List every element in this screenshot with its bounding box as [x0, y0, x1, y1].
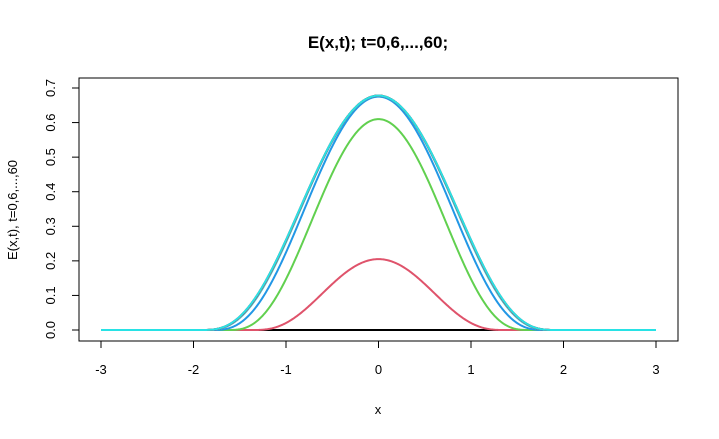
chart-title: E(x,t); t=0,6,...,60;	[308, 33, 448, 52]
x-tick-label: 1	[467, 362, 474, 377]
y-tick-label: 0.1	[43, 286, 58, 304]
x-tick-label: -2	[188, 362, 200, 377]
series-line-5	[101, 94, 656, 331]
series-line-8	[101, 94, 656, 331]
y-axis-label: E(x,t), t=0,6,...,60	[5, 160, 20, 260]
y-tick-label: 0.7	[43, 79, 58, 97]
x-tick-label: 2	[560, 362, 567, 377]
x-axis-label: x	[375, 402, 382, 417]
y-tick-label: 0.4	[43, 183, 58, 201]
y-axis: 0.0 0.1 0.2 0.3 0.4 0.5 0.6 0.7	[43, 79, 80, 339]
y-tick-label: 0.3	[43, 217, 58, 235]
x-axis: -3 -2 -1 0 1 2 3	[95, 340, 660, 377]
series-line-9	[101, 94, 656, 331]
x-tick-label: 3	[652, 362, 659, 377]
series-line-6	[101, 94, 656, 331]
series-line-1	[101, 258, 656, 331]
series-line-4	[101, 94, 656, 331]
x-tick-label: -1	[280, 362, 292, 377]
series-line-3	[101, 95, 656, 331]
y-tick-label: 0.6	[43, 114, 58, 132]
y-tick-label: 0.2	[43, 252, 58, 270]
plot-frame	[78, 77, 679, 342]
series-line-7	[101, 94, 656, 331]
x-tick-label: 0	[375, 362, 382, 377]
x-tick-label: -3	[95, 362, 107, 377]
y-tick-label: 0.5	[43, 148, 58, 166]
series-layer	[101, 94, 656, 331]
series-line-2	[101, 118, 656, 331]
y-tick-label: 0.0	[43, 321, 58, 339]
series-line-10	[101, 94, 656, 331]
